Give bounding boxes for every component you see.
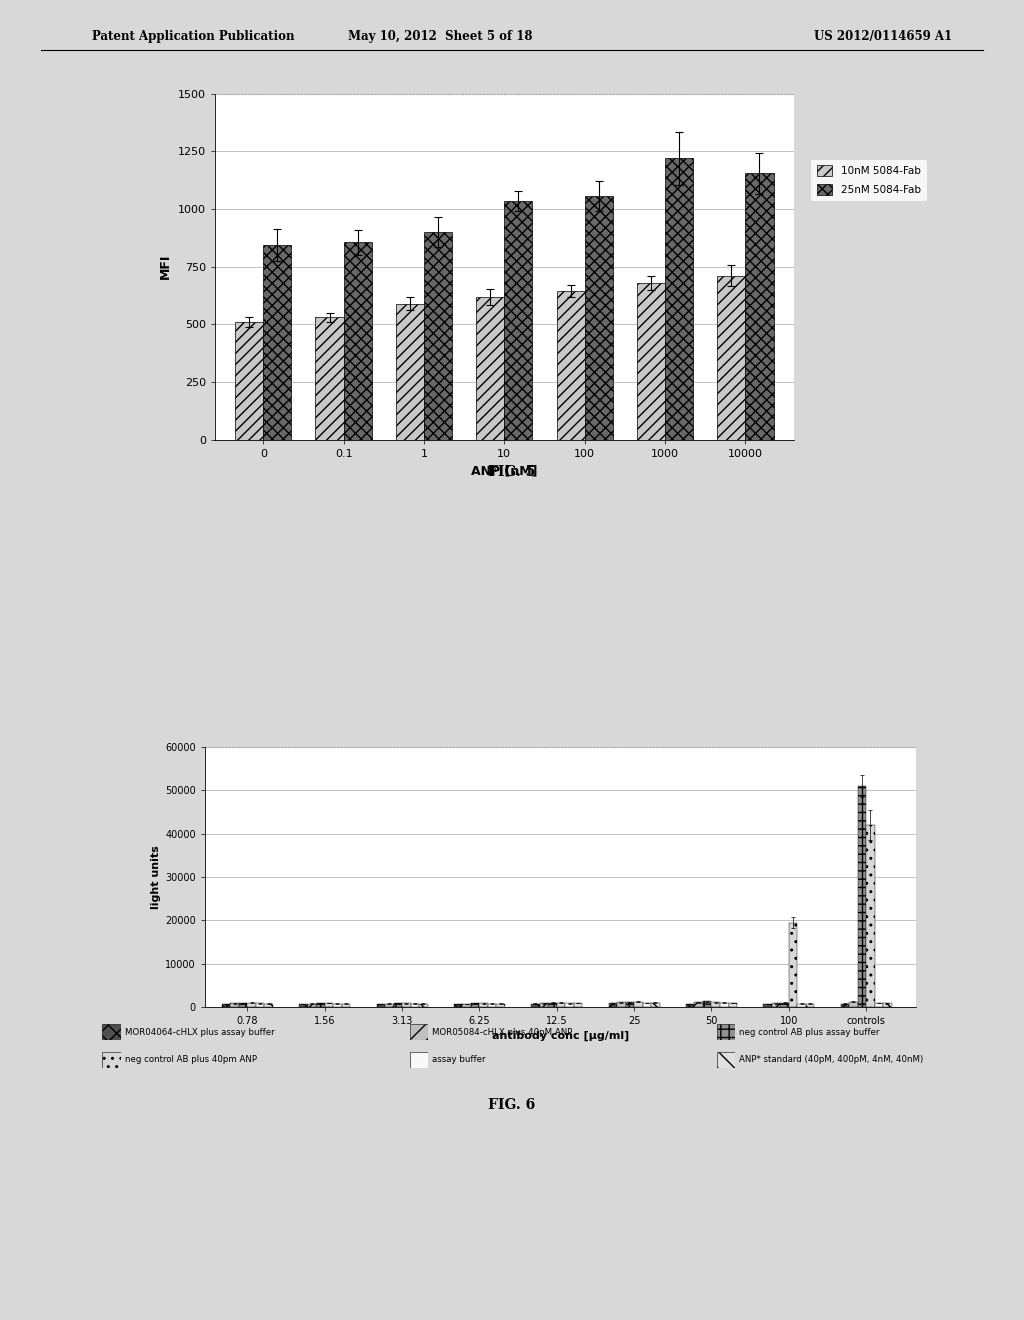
Y-axis label: MFI: MFI	[160, 253, 172, 280]
Text: ANP* standard (40pM, 400pM, 4nM, 40nM): ANP* standard (40pM, 400pM, 4nM, 40nM)	[739, 1056, 924, 1064]
Text: May 10, 2012  Sheet 5 of 18: May 10, 2012 Sheet 5 of 18	[348, 30, 532, 44]
Bar	[315, 317, 344, 440]
Bar	[222, 1005, 230, 1007]
Bar	[504, 201, 532, 440]
Bar	[402, 1003, 411, 1007]
Bar	[239, 1003, 248, 1007]
Bar	[342, 1003, 350, 1007]
Bar	[419, 1003, 428, 1007]
Bar	[841, 1003, 849, 1007]
Bar	[393, 1003, 402, 1007]
Bar	[531, 1003, 540, 1007]
Bar	[540, 1003, 548, 1007]
Bar	[325, 1003, 333, 1007]
Bar	[487, 1003, 497, 1007]
Bar	[396, 304, 424, 440]
Bar	[316, 1003, 325, 1007]
Bar	[637, 282, 665, 440]
Bar	[665, 158, 693, 440]
Bar	[617, 1002, 626, 1007]
Bar	[557, 290, 585, 440]
Y-axis label: light units: light units	[151, 845, 161, 909]
Bar	[866, 825, 874, 1007]
Text: Patent Application Publication: Patent Application Publication	[92, 30, 295, 44]
Bar	[712, 1002, 720, 1007]
Bar	[849, 1002, 858, 1007]
Bar	[236, 322, 263, 440]
Bar	[585, 197, 612, 440]
Text: neg control AB plus 40pm ANP: neg control AB plus 40pm ANP	[125, 1056, 257, 1064]
Text: assay buffer: assay buffer	[432, 1056, 485, 1064]
X-axis label: antibody conc [μg/ml]: antibody conc [μg/ml]	[492, 1031, 630, 1040]
Bar	[874, 1003, 884, 1007]
Bar	[463, 1003, 471, 1007]
Bar	[702, 1002, 712, 1007]
Bar	[471, 1003, 479, 1007]
Bar	[651, 1003, 659, 1007]
Bar	[248, 1003, 256, 1007]
Bar	[333, 1003, 342, 1007]
Bar	[643, 1003, 651, 1007]
Text: US 2012/0114659 A1: US 2012/0114659 A1	[814, 30, 952, 44]
Bar	[263, 244, 292, 440]
Bar	[557, 1003, 565, 1007]
Bar	[798, 1003, 806, 1007]
Bar	[780, 1003, 788, 1007]
Bar	[634, 1002, 643, 1007]
Bar	[788, 923, 798, 1007]
Bar	[299, 1005, 307, 1007]
Text: FIG. 6: FIG. 6	[488, 1098, 536, 1113]
Bar	[763, 1005, 772, 1007]
Bar	[694, 1002, 702, 1007]
Bar	[806, 1003, 814, 1007]
Bar	[565, 1003, 573, 1007]
Legend: 10nM 5084-Fab, 25nM 5084-Fab: 10nM 5084-Fab, 25nM 5084-Fab	[810, 158, 927, 202]
Bar	[745, 173, 773, 440]
Text: MOR04064-cHLX plus assay buffer: MOR04064-cHLX plus assay buffer	[125, 1028, 274, 1036]
Bar	[548, 1003, 557, 1007]
Bar	[476, 297, 505, 440]
Bar	[573, 1003, 583, 1007]
Bar	[385, 1003, 393, 1007]
Bar	[424, 232, 452, 440]
Bar	[608, 1003, 617, 1007]
Text: neg control AB plus assay buffer: neg control AB plus assay buffer	[739, 1028, 880, 1036]
Bar	[344, 243, 372, 440]
Bar	[858, 787, 866, 1007]
Bar	[884, 1003, 892, 1007]
Bar	[264, 1003, 272, 1007]
X-axis label: ANP [nM]: ANP [nM]	[471, 465, 538, 477]
Bar	[411, 1003, 419, 1007]
Bar	[256, 1003, 264, 1007]
Bar	[728, 1003, 737, 1007]
Bar	[230, 1003, 239, 1007]
Bar	[720, 1003, 728, 1007]
Bar	[686, 1005, 694, 1007]
Bar	[377, 1005, 385, 1007]
Bar	[772, 1003, 780, 1007]
Bar	[626, 1002, 634, 1007]
Text: FIG. 5: FIG. 5	[488, 465, 536, 479]
Bar	[479, 1003, 487, 1007]
Bar	[717, 276, 745, 440]
Text: MOR05084-cHLX plus 40pM ANP: MOR05084-cHLX plus 40pM ANP	[432, 1028, 572, 1036]
Bar	[497, 1003, 505, 1007]
Bar	[454, 1005, 463, 1007]
Bar	[307, 1003, 316, 1007]
